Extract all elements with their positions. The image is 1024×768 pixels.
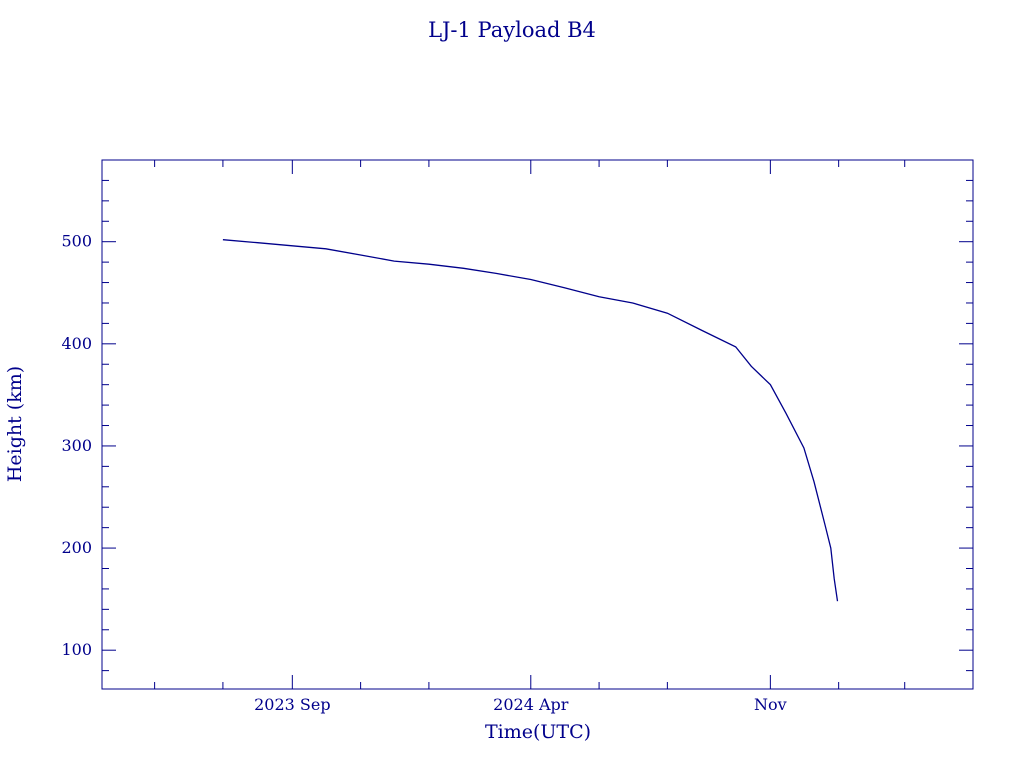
series-line (222, 239, 839, 602)
axis-tick-labels: 100 200 300 400 500 2023 Sep 2024 Apr Nov (61, 232, 786, 714)
x-tick-label: Nov (754, 695, 787, 714)
chart-title: LJ-1 Payload B4 (428, 18, 596, 42)
plot-frame (101, 159, 974, 690)
y-tick-label: 100 (61, 640, 92, 659)
x-tick-label: 2023 Sep (254, 695, 330, 714)
y-tick-label: 200 (61, 538, 92, 557)
y-tick-label: 500 (61, 232, 92, 251)
x-tick-label: 2024 Apr (493, 695, 569, 714)
y-axis-label: Height (km) (4, 366, 26, 482)
axis-ticks (102, 160, 973, 689)
x-axis-label: Time(UTC) (485, 721, 591, 743)
y-tick-label: 300 (61, 436, 92, 455)
y-tick-label: 400 (61, 334, 92, 353)
